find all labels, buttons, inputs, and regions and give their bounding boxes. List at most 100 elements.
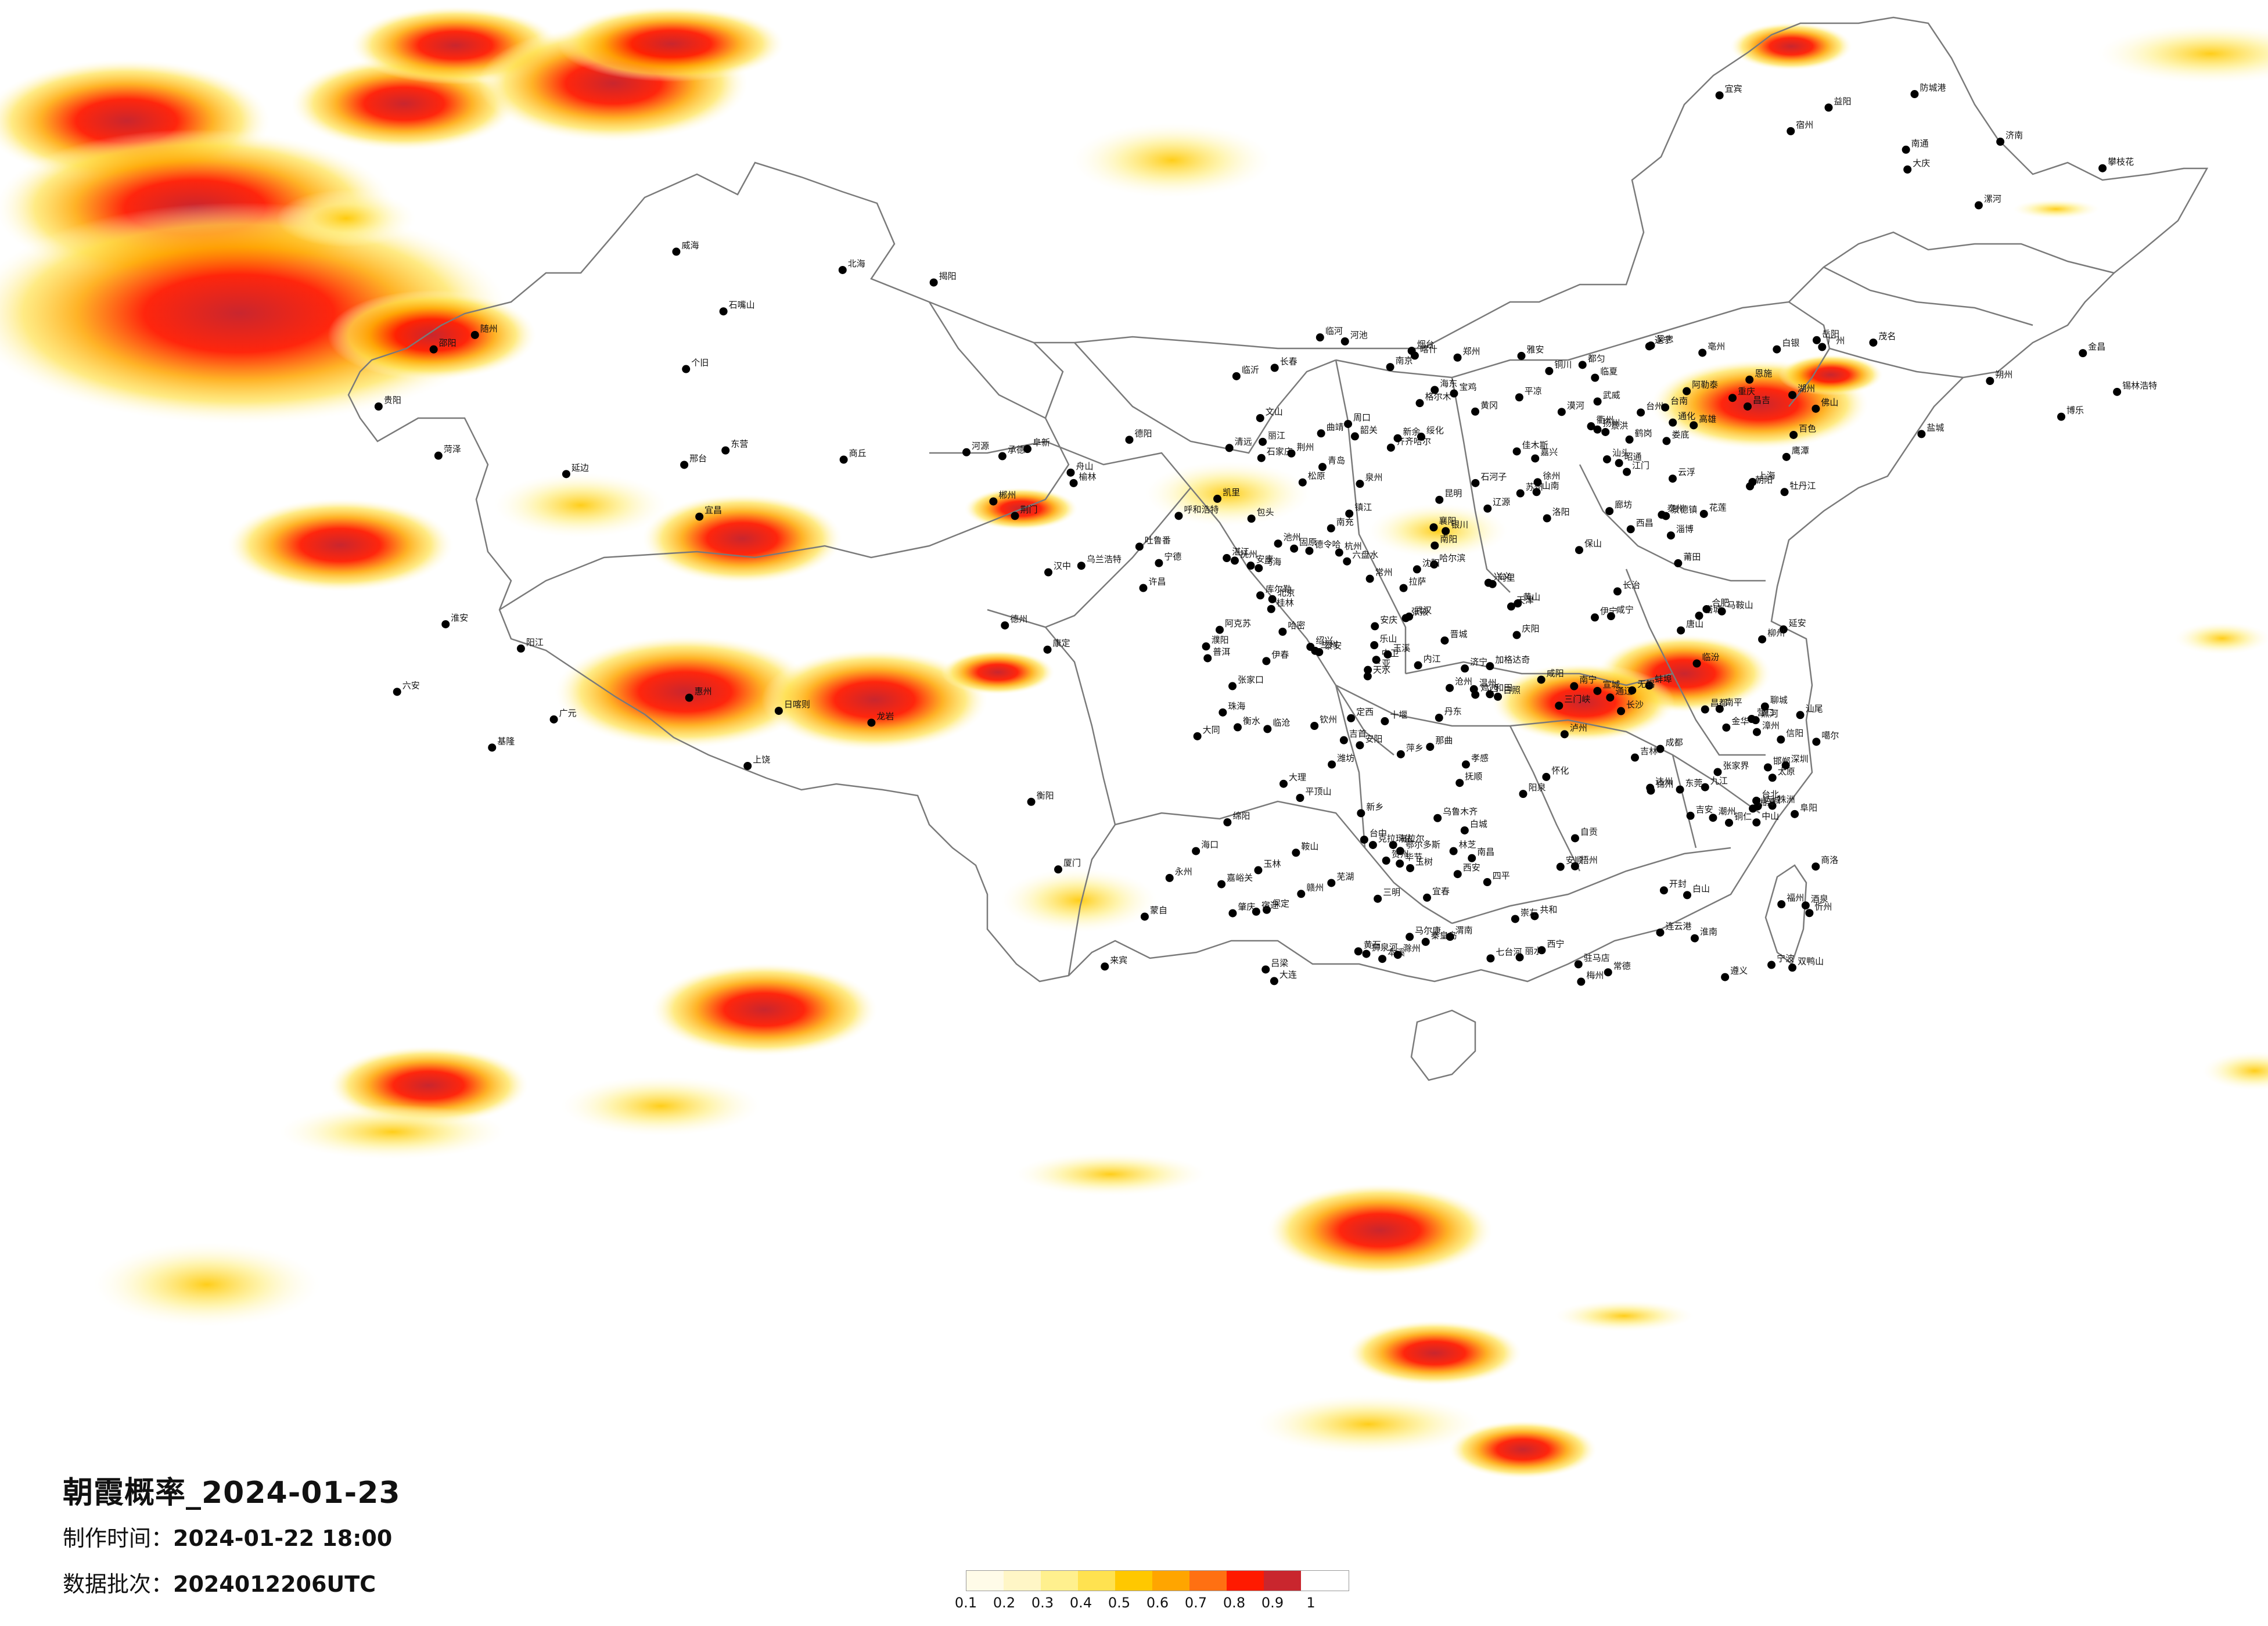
city-marker: 北海: [838, 258, 865, 274]
city-dot: [1370, 641, 1379, 650]
city-marker: 石嘴山: [719, 300, 755, 316]
border-jilin-liaoning: [1829, 347, 1964, 379]
city-marker: 六盘水: [1343, 550, 1378, 566]
border-guangxi-guangdong: [1451, 847, 1731, 924]
city-label: 德州: [1010, 614, 1027, 624]
city-label: 喀什: [1420, 344, 1437, 354]
city-label: 柳州: [1767, 628, 1785, 638]
city-label: 辽源: [1493, 497, 1510, 508]
city-label: 大连: [1279, 969, 1297, 980]
city-label: 玉树: [1415, 857, 1433, 867]
city-dot: [1344, 420, 1353, 429]
city-dot: [1701, 705, 1709, 714]
city-label: 衢州: [1597, 415, 1614, 425]
city-dot: [1910, 90, 1919, 99]
city-label: 自贡: [1580, 826, 1598, 837]
city-dot: [1532, 488, 1541, 497]
city-dot: [685, 693, 693, 702]
city-dot: [1515, 953, 1524, 962]
city-marker: 阳江: [516, 637, 544, 653]
city-marker: 那曲: [1426, 735, 1453, 751]
city-label: 鸡西: [1480, 683, 1498, 693]
city-dot: [1812, 336, 1821, 344]
city-dot: [1767, 961, 1776, 969]
city-label: 烟台: [1417, 339, 1435, 350]
city-dot: [1360, 835, 1368, 844]
city-marker: 凯里: [1213, 487, 1240, 503]
city-label: 运城: [1763, 794, 1781, 805]
city-dot: [1722, 723, 1731, 732]
city-marker: 漳州: [1752, 721, 1780, 736]
city-label: 南平: [1725, 697, 1742, 708]
city-dot: [1174, 512, 1183, 520]
city-marker: 海东: [1430, 379, 1457, 394]
city-marker: 通化: [1669, 411, 1695, 427]
city-marker: 毕节: [1396, 852, 1422, 868]
city-marker: 酒泉: [1801, 894, 1828, 910]
city-marker: 福州: [1777, 893, 1804, 909]
city-marker: 拉萨: [1399, 577, 1426, 592]
city-dot: [1577, 977, 1586, 986]
city-marker: 渭南: [1446, 925, 1473, 941]
city-label: 承德: [1008, 445, 1025, 455]
border-henan-hubei: [1405, 661, 1673, 686]
city-dot: [1270, 364, 1279, 372]
city-dot: [721, 446, 730, 455]
city-dot: [1429, 523, 1438, 532]
city-dot: [1417, 433, 1425, 441]
city-label: 台州: [1646, 401, 1663, 411]
city-marker: 承德: [998, 445, 1025, 461]
city-dot: [1615, 459, 1623, 467]
city-marker: 郴州: [989, 490, 1016, 506]
city-marker: 娄底: [1662, 429, 1689, 445]
hainan-outline: [1410, 1009, 1476, 1081]
city-dot: [1405, 612, 1414, 621]
city-label: 上海: [1757, 470, 1775, 481]
city-label: 福州: [1787, 893, 1804, 903]
border-xinjiang-gansu: [1033, 342, 1064, 419]
city-dot: [1386, 443, 1395, 452]
city-dot: [1698, 348, 1707, 357]
city-dot: [1537, 946, 1546, 955]
city-dot: [1805, 909, 1814, 918]
city-label: 内江: [1424, 654, 1441, 664]
city-label: 安阳: [1365, 733, 1382, 744]
city-label: 吕梁: [1271, 958, 1288, 968]
city-marker: 无锡: [1628, 679, 1655, 695]
city-marker: 阿克苏: [1216, 618, 1251, 634]
city-marker: 大连: [1270, 969, 1297, 985]
city-dot: [1455, 779, 1464, 787]
city-label: 嘉峪关: [1227, 873, 1253, 883]
city-dot: [1228, 682, 1237, 690]
production-time: 制作时间：2024-01-22 18:00: [63, 1520, 392, 1552]
city-marker: 抚州: [1230, 549, 1257, 565]
city-label: 商洛: [1821, 855, 1838, 865]
city-label: 佳木斯: [1522, 440, 1548, 450]
city-dot: [1659, 886, 1668, 895]
city-marker: 孝感: [1461, 753, 1489, 769]
city-dot: [1556, 862, 1565, 871]
city-label: 保山: [1584, 538, 1602, 549]
city-dot: [1247, 515, 1256, 523]
city-marker: 东营: [721, 439, 748, 455]
city-dot: [1274, 539, 1282, 548]
city-marker: 玉溪: [1383, 643, 1410, 659]
city-label: 安康: [1256, 554, 1274, 564]
city-marker: 狮泉河: [1362, 942, 1398, 958]
city-marker: 崇左: [1511, 907, 1538, 923]
city-label: 毕节: [1405, 852, 1422, 862]
city-dot: [1069, 479, 1078, 487]
city-dot: [1192, 847, 1201, 855]
probability-blob: [94, 1242, 320, 1327]
probability-blob: [555, 635, 816, 748]
city-label: 廊坊: [1615, 499, 1632, 510]
city-marker: 呼和浩特: [1174, 504, 1219, 520]
probability-blob: [941, 650, 1055, 695]
city-label: 锡林浩特: [2122, 380, 2157, 391]
city-marker: 扬州: [1593, 418, 1620, 434]
city-marker: 云浮: [1668, 467, 1695, 483]
city-marker: 马鞍山: [1717, 600, 1753, 616]
city-dot: [1683, 387, 1691, 395]
city-label: 林芝: [1459, 840, 1476, 850]
city-label: 湖州: [1798, 383, 1815, 394]
